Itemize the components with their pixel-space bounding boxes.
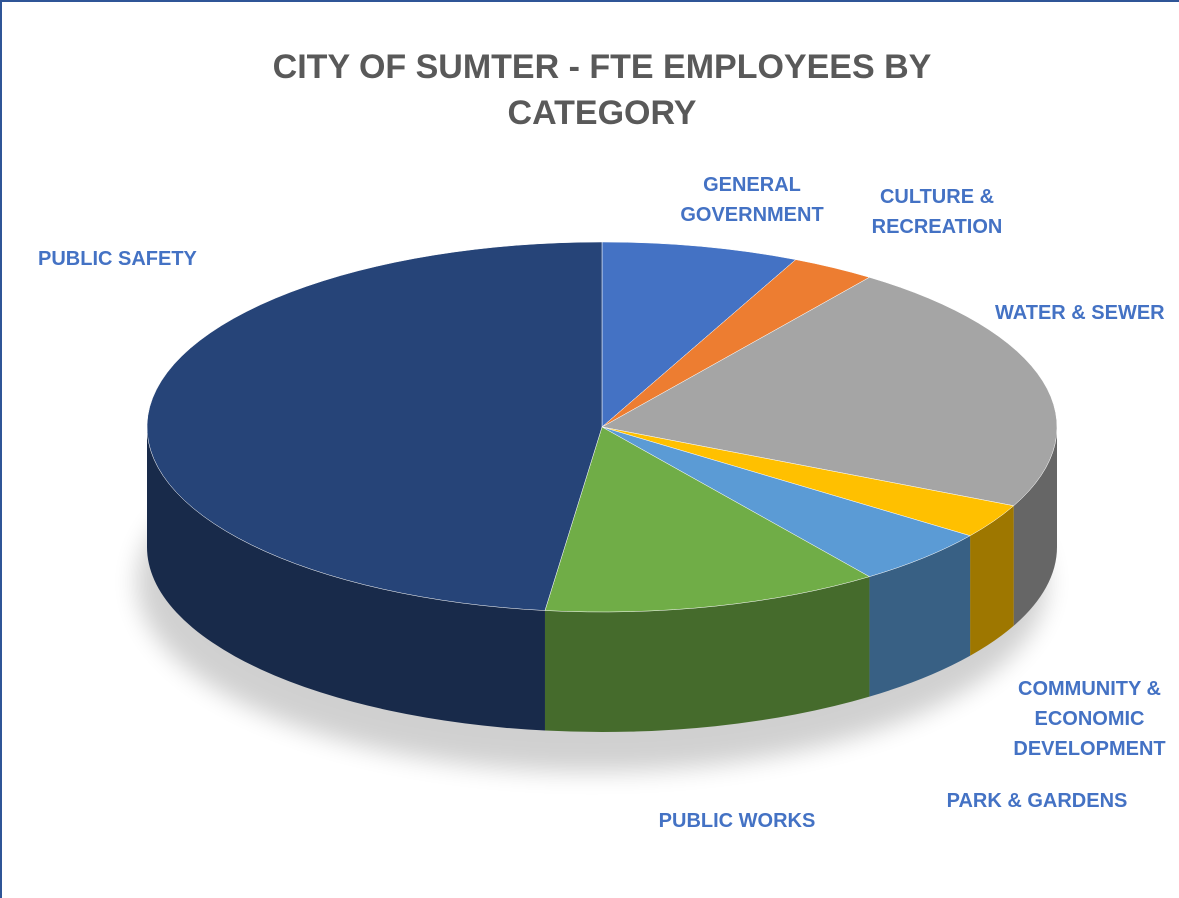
chart-title: CITY OF SUMTER - FTE EMPLOYEES BY CATEGO… xyxy=(272,48,932,132)
slice-label: GENERAL GOVERNMENT xyxy=(680,174,824,226)
slice-side xyxy=(544,576,870,732)
slice-label: CULTURE & RECREATION xyxy=(871,186,1003,238)
slice-label: PUBLIC WORKS xyxy=(658,810,816,832)
slice xyxy=(601,241,797,428)
slice-side xyxy=(970,505,1014,656)
slice-side xyxy=(1013,427,1057,626)
slice-side xyxy=(869,535,971,697)
slice-side xyxy=(147,427,545,731)
slice-label: PARK & GARDENS xyxy=(946,790,1128,812)
slice xyxy=(146,241,603,611)
slice xyxy=(544,426,871,613)
slice xyxy=(601,426,971,577)
slice-label: COMMUNITY & ECONOMIC DEVELOPMENT xyxy=(1013,678,1166,760)
slice-label: PUBLIC SAFETY xyxy=(38,248,197,270)
slice-label: WATER & SEWER xyxy=(995,302,1165,324)
